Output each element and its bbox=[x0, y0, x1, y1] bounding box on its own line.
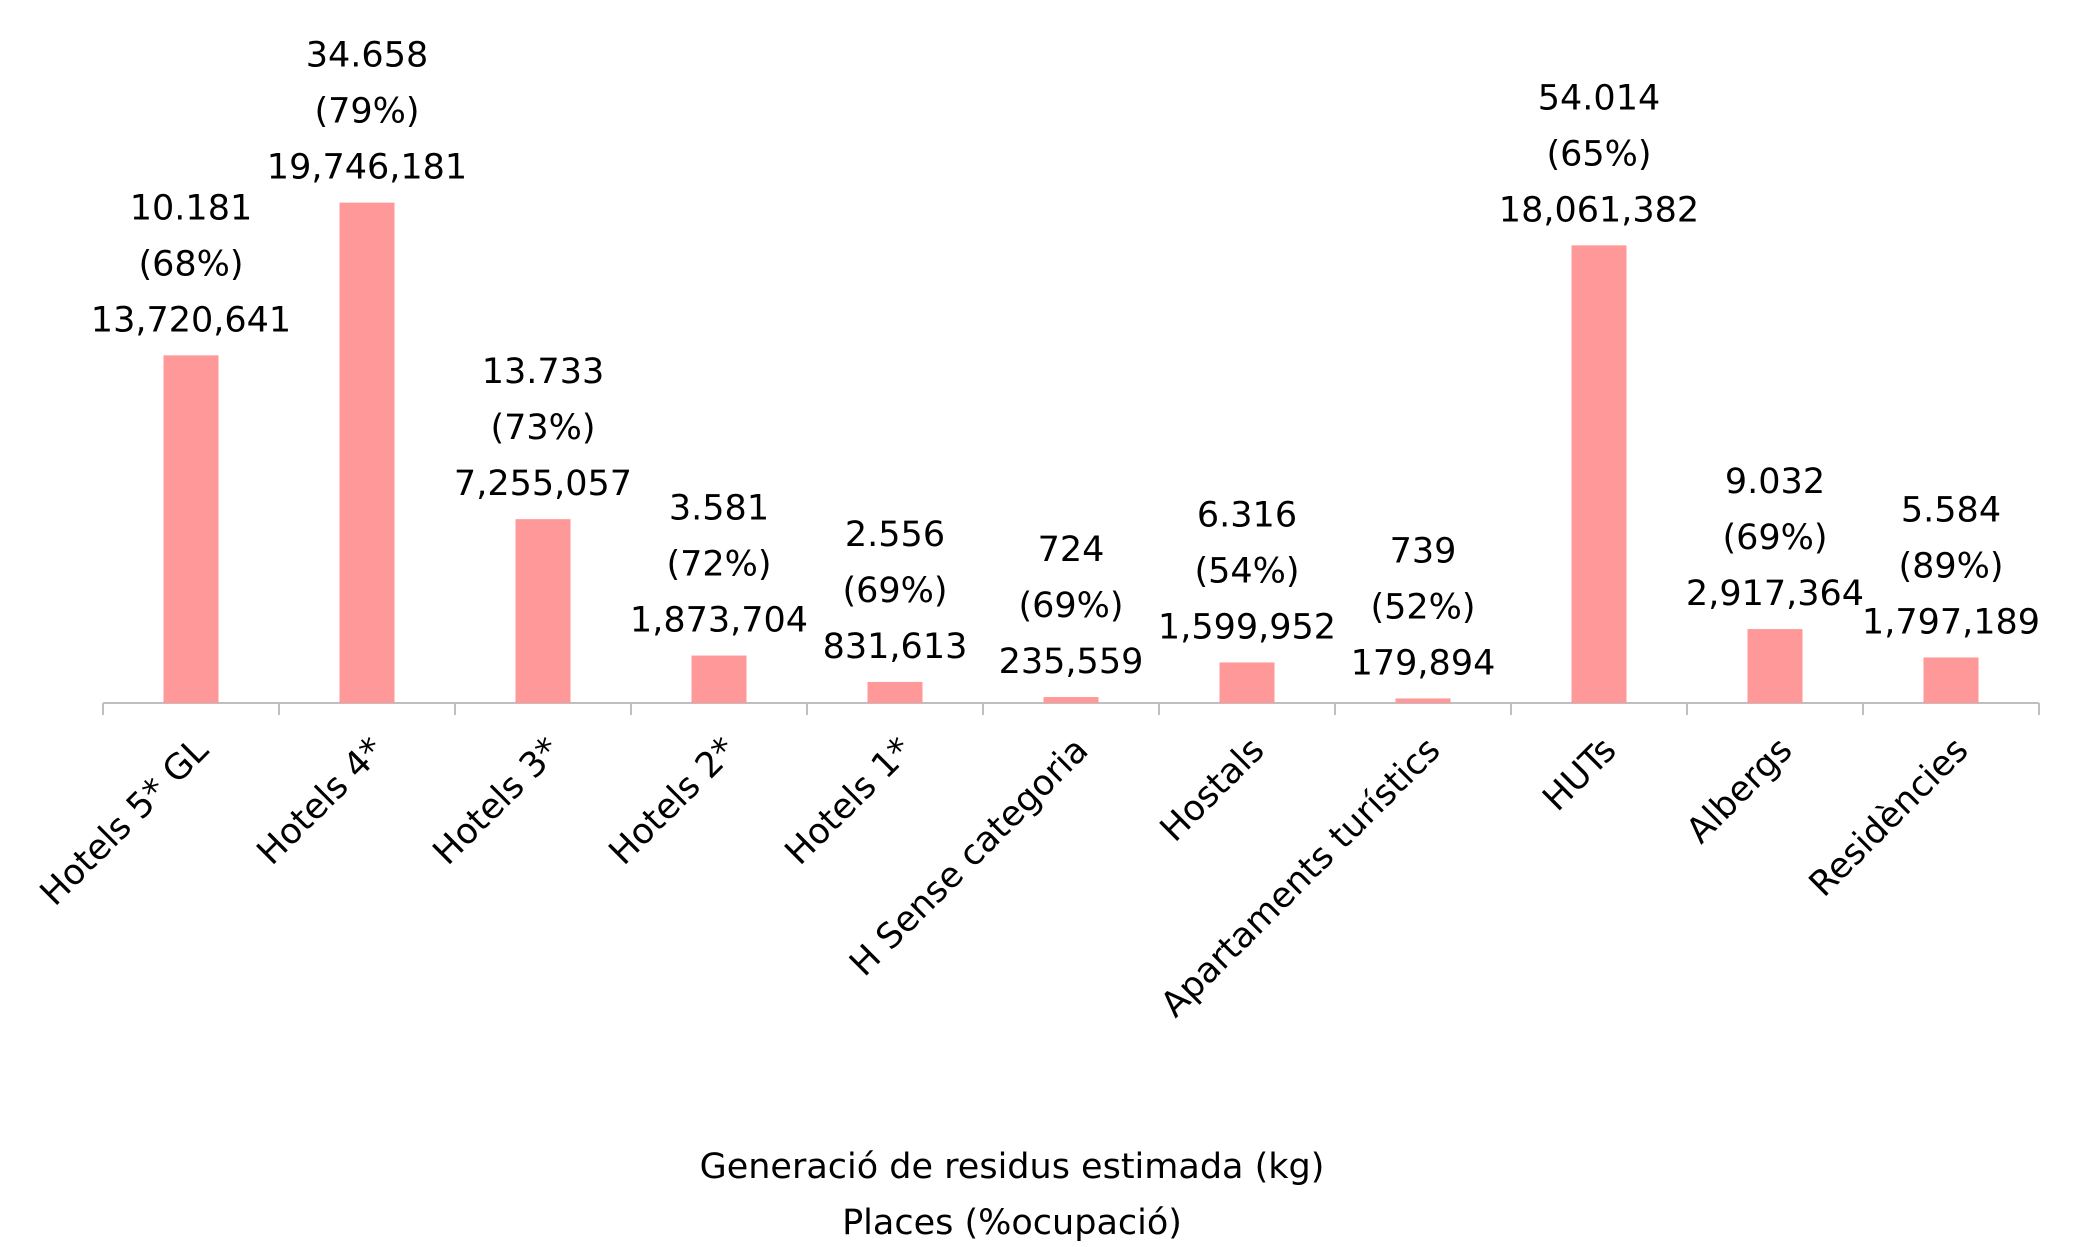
value-label: 13,720,641 bbox=[91, 300, 291, 340]
bar bbox=[1923, 657, 1979, 703]
value-label: 1,797,189 bbox=[1862, 602, 2040, 642]
bar bbox=[163, 355, 219, 703]
x-tick-label: Hotels 3* bbox=[426, 730, 569, 873]
x-tick-label: Residències bbox=[1802, 730, 1977, 905]
x-tick-label: Albergs bbox=[1679, 730, 1800, 851]
occupancy-label: (89%) bbox=[1898, 546, 2003, 586]
bar bbox=[339, 202, 395, 703]
value-label: 179,894 bbox=[1351, 643, 1496, 683]
occupancy-label: (69%) bbox=[1018, 586, 1123, 626]
value-label: 235,559 bbox=[999, 642, 1144, 682]
x-tick-label: Hostals bbox=[1153, 730, 1273, 850]
places-label: 10.181 bbox=[130, 188, 252, 228]
bar bbox=[1219, 662, 1275, 703]
places-label: 3.581 bbox=[669, 489, 769, 529]
legend-label: Generació de residus estimada (kg) bbox=[700, 1147, 1325, 1187]
x-tick-label: Hotels 2* bbox=[602, 730, 745, 873]
occupancy-label: (69%) bbox=[842, 571, 947, 611]
occupancy-label: (52%) bbox=[1370, 587, 1475, 627]
bar bbox=[1571, 245, 1627, 703]
value-label: 831,613 bbox=[823, 627, 968, 667]
places-label: 739 bbox=[1390, 531, 1457, 571]
places-label: 2.556 bbox=[845, 515, 945, 555]
x-tick-label: Apartaments turístics bbox=[1153, 730, 1448, 1025]
bar bbox=[1747, 629, 1803, 703]
places-label: 724 bbox=[1038, 530, 1105, 570]
occupancy-label: (68%) bbox=[138, 244, 243, 284]
value-label: 7,255,057 bbox=[454, 464, 632, 504]
value-label: 18,061,382 bbox=[1499, 190, 1699, 230]
x-tick-label: HUTs bbox=[1536, 730, 1625, 819]
occupancy-label: (54%) bbox=[1194, 551, 1299, 591]
value-label: 2,917,364 bbox=[1686, 574, 1864, 614]
value-label: 1,599,952 bbox=[1158, 607, 1336, 647]
value-label: 1,873,704 bbox=[630, 601, 808, 641]
bar bbox=[1043, 697, 1099, 703]
occupancy-label: (79%) bbox=[314, 92, 419, 132]
places-label: 6.316 bbox=[1197, 495, 1297, 535]
places-label: 9.032 bbox=[1725, 462, 1825, 502]
bar bbox=[691, 655, 747, 703]
occupancy-label: (65%) bbox=[1546, 134, 1651, 174]
x-tick-label: Hotels 5* GL bbox=[33, 730, 217, 914]
x-tick-label: Hotels 1* bbox=[778, 730, 921, 873]
places-label: 5.584 bbox=[1901, 490, 2001, 530]
places-label: 13.733 bbox=[482, 352, 604, 392]
bar bbox=[867, 681, 923, 703]
legend-label: Places (%ocupació) bbox=[842, 1203, 1182, 1243]
places-label: 34.658 bbox=[306, 36, 428, 76]
occupancy-label: (72%) bbox=[666, 545, 771, 585]
occupancy-label: (69%) bbox=[1722, 518, 1827, 558]
value-label: 19,746,181 bbox=[267, 148, 467, 188]
x-tick-label: Hotels 4* bbox=[250, 730, 393, 873]
occupancy-label: (73%) bbox=[490, 408, 595, 448]
bar bbox=[1395, 698, 1451, 703]
bar bbox=[515, 519, 571, 703]
places-label: 54.014 bbox=[1538, 78, 1660, 118]
